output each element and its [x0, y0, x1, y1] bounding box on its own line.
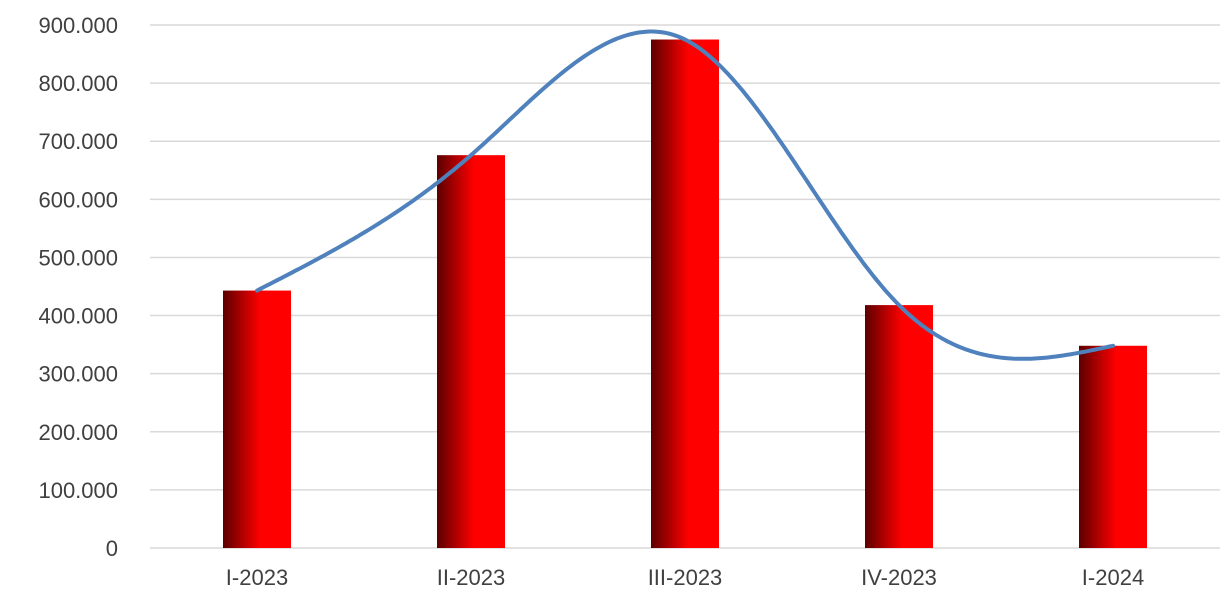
x-axis-tick-labels: I-2023 II-2023 III-2023 IV-2023 I-2024 [226, 565, 1144, 590]
bar-III-2023 [651, 39, 719, 549]
y-tick-label: 0 [106, 536, 118, 561]
x-tick-label: II-2023 [437, 565, 506, 590]
y-tick-label: 500.000 [38, 245, 118, 270]
bars [223, 39, 1147, 549]
y-axis-tick-labels: 0 100.000 200.000 300.000 400.000 500.000 600.… [38, 13, 118, 561]
y-tick-label: 200.000 [38, 420, 118, 445]
y-tick-label: 900.000 [38, 13, 118, 38]
y-tick-label: 300.000 [38, 362, 118, 387]
x-tick-label: I-2023 [226, 565, 288, 590]
y-tick-label: 400.000 [38, 304, 118, 329]
bar-I-2024 [1079, 345, 1147, 548]
bar-IV-2023 [865, 305, 933, 548]
bar-I-2023 [223, 290, 291, 548]
x-tick-label: III-2023 [648, 565, 723, 590]
y-tick-label: 600.000 [38, 187, 118, 212]
trend-line-layer [255, 29, 1115, 361]
y-tick-label: 700.000 [38, 129, 118, 154]
x-tick-label: I-2024 [1082, 565, 1144, 590]
y-tick-label: 800.000 [38, 71, 118, 96]
bar-II-2023 [437, 155, 505, 548]
x-tick-label: IV-2023 [861, 565, 937, 590]
y-tick-label: 100.000 [38, 478, 118, 503]
trend-line [255, 29, 1115, 361]
